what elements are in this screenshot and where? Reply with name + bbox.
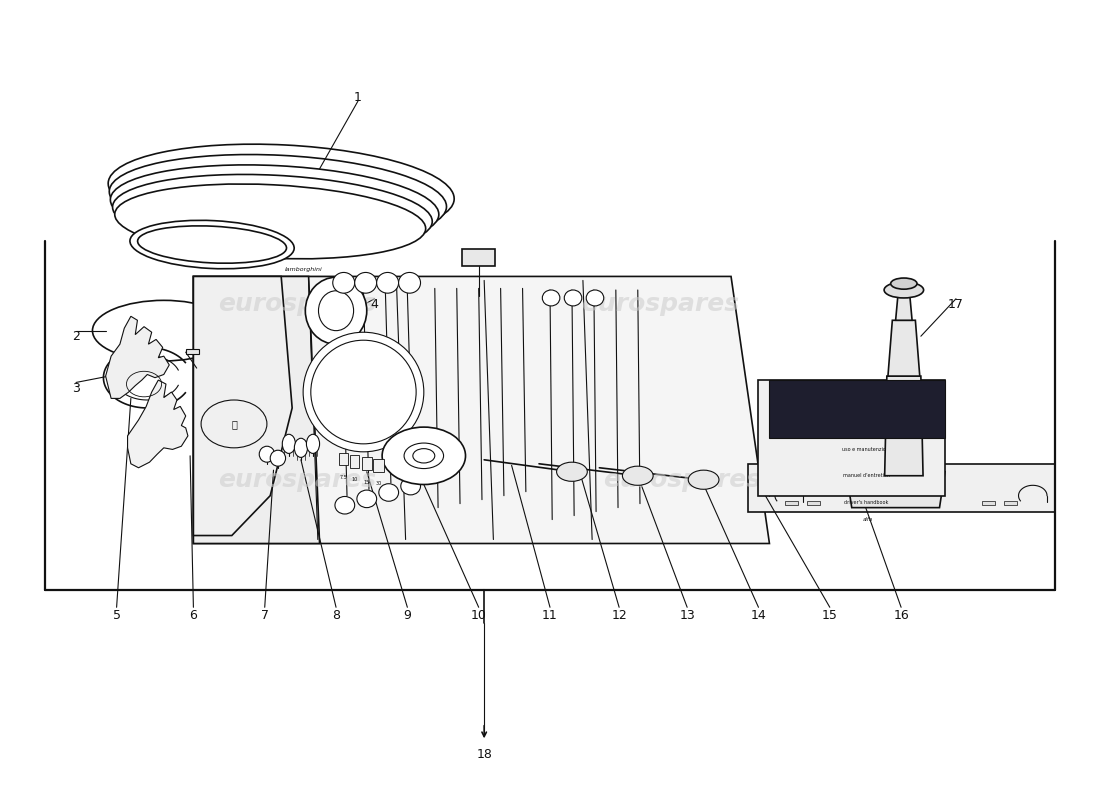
Text: 5: 5	[112, 609, 121, 622]
Text: 3: 3	[73, 382, 80, 394]
Ellipse shape	[110, 165, 439, 250]
Text: 15: 15	[364, 480, 370, 485]
Text: 30: 30	[376, 482, 382, 486]
Ellipse shape	[311, 340, 416, 444]
Polygon shape	[759, 380, 945, 496]
Text: 10: 10	[352, 478, 358, 482]
Ellipse shape	[271, 450, 286, 466]
Ellipse shape	[400, 478, 420, 495]
Polygon shape	[128, 380, 188, 468]
Ellipse shape	[564, 290, 582, 306]
Polygon shape	[194, 277, 293, 535]
Text: lamborghini: lamborghini	[285, 267, 322, 273]
Text: 7: 7	[261, 609, 268, 622]
Text: 16: 16	[893, 609, 909, 622]
Ellipse shape	[332, 273, 354, 293]
Ellipse shape	[283, 434, 296, 454]
Text: ø215mc: ø215mc	[374, 418, 396, 422]
Ellipse shape	[398, 273, 420, 293]
Text: lamborghini: lamborghini	[840, 405, 882, 411]
Polygon shape	[462, 249, 495, 266]
Text: 17: 17	[948, 298, 964, 311]
Text: eurospares: eurospares	[581, 292, 739, 316]
Text: 1: 1	[354, 90, 362, 103]
Text: manuel d'entretien: manuel d'entretien	[843, 474, 890, 478]
Ellipse shape	[891, 278, 917, 289]
Text: 🐂: 🐂	[859, 390, 864, 399]
Ellipse shape	[260, 446, 275, 462]
Text: 10: 10	[471, 609, 486, 622]
Bar	[373, 459, 384, 472]
Ellipse shape	[356, 490, 376, 508]
Ellipse shape	[689, 470, 719, 490]
Polygon shape	[194, 277, 320, 543]
Ellipse shape	[319, 290, 353, 330]
Text: driver's handbook: driver's handbook	[845, 499, 889, 505]
Ellipse shape	[623, 466, 653, 486]
Text: 15: 15	[822, 609, 838, 622]
Ellipse shape	[307, 434, 320, 454]
Ellipse shape	[109, 154, 447, 244]
Bar	[362, 458, 372, 470]
Bar	[784, 502, 798, 506]
Text: 2: 2	[73, 330, 80, 342]
Text: eurospares: eurospares	[603, 468, 761, 492]
Ellipse shape	[378, 484, 398, 502]
Ellipse shape	[114, 184, 426, 259]
Ellipse shape	[304, 332, 424, 452]
Ellipse shape	[382, 427, 465, 485]
Polygon shape	[895, 296, 912, 320]
Text: 4: 4	[371, 298, 378, 311]
Text: 14: 14	[750, 609, 767, 622]
Polygon shape	[884, 376, 923, 476]
Ellipse shape	[376, 273, 398, 293]
Bar	[186, 349, 199, 354]
Ellipse shape	[92, 300, 235, 361]
Text: 6: 6	[189, 609, 197, 622]
Text: 8: 8	[332, 609, 340, 622]
Polygon shape	[888, 320, 920, 376]
Ellipse shape	[130, 220, 294, 269]
Text: eurospares: eurospares	[219, 468, 376, 492]
Ellipse shape	[334, 497, 354, 514]
Polygon shape	[769, 380, 945, 438]
Ellipse shape	[404, 443, 443, 469]
Bar	[982, 502, 996, 506]
Bar	[350, 455, 359, 468]
Ellipse shape	[354, 273, 376, 293]
Ellipse shape	[557, 462, 587, 482]
Text: 9: 9	[404, 609, 411, 622]
Ellipse shape	[295, 438, 308, 458]
Text: 13: 13	[680, 609, 695, 622]
Polygon shape	[106, 316, 169, 398]
Ellipse shape	[138, 226, 286, 263]
Text: 12: 12	[612, 609, 627, 622]
Text: alfa: alfa	[864, 517, 873, 522]
Ellipse shape	[112, 174, 432, 254]
Bar	[1004, 502, 1018, 506]
Text: 🐂: 🐂	[231, 419, 236, 429]
Polygon shape	[194, 277, 769, 543]
Ellipse shape	[306, 278, 366, 344]
Ellipse shape	[778, 402, 800, 414]
Text: uso e manutenzione: uso e manutenzione	[842, 447, 892, 452]
Bar	[339, 453, 348, 466]
Ellipse shape	[412, 449, 434, 463]
Ellipse shape	[586, 290, 604, 306]
Polygon shape	[846, 472, 945, 508]
Text: 7.5: 7.5	[340, 475, 348, 480]
Ellipse shape	[542, 290, 560, 306]
Ellipse shape	[884, 282, 924, 298]
Polygon shape	[748, 464, 1055, 512]
Ellipse shape	[108, 144, 454, 238]
Text: 18: 18	[476, 748, 492, 762]
Text: 11: 11	[542, 609, 558, 622]
Bar	[806, 502, 820, 506]
Text: eurospares: eurospares	[219, 292, 376, 316]
